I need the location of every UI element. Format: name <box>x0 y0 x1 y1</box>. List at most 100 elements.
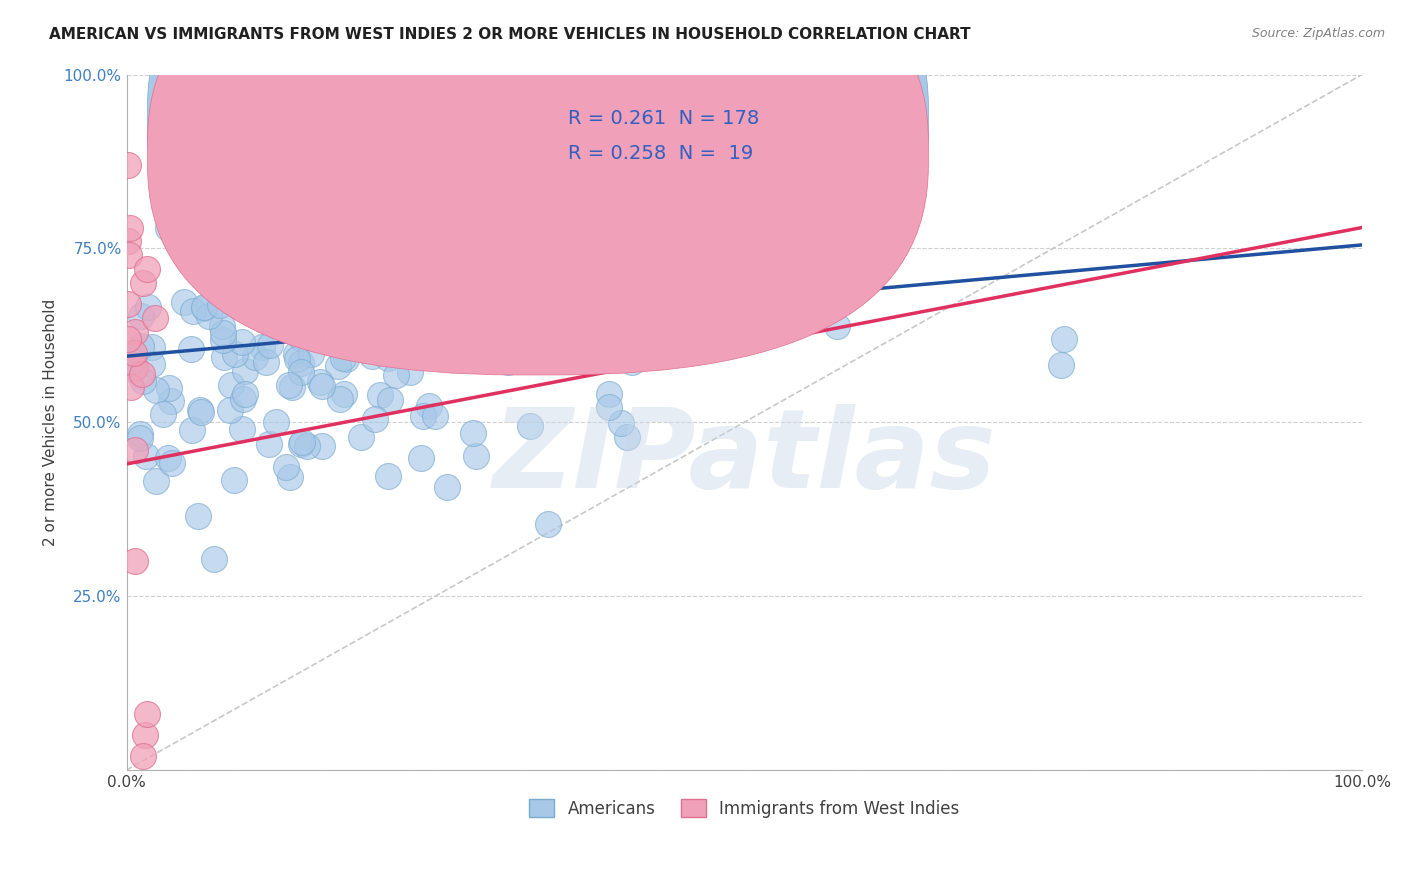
Point <box>463 425 485 440</box>
Point <box>467 174 489 188</box>
Point <box>131 374 153 388</box>
Point <box>441 290 464 304</box>
Point <box>309 375 332 389</box>
Point <box>276 459 298 474</box>
Point <box>231 334 253 349</box>
Point <box>281 380 304 394</box>
Point <box>124 359 146 374</box>
Point <box>205 257 228 271</box>
Point <box>347 318 370 333</box>
Point <box>299 347 322 361</box>
Point <box>513 113 536 128</box>
Point <box>135 262 157 277</box>
Point <box>291 208 314 222</box>
Point <box>124 325 146 339</box>
Point <box>124 554 146 568</box>
Point <box>232 392 254 406</box>
Point <box>585 221 607 235</box>
Point <box>259 338 281 352</box>
Point <box>359 294 381 309</box>
Point <box>219 378 242 392</box>
Point <box>141 340 163 354</box>
Point <box>233 364 256 378</box>
Point <box>117 158 139 172</box>
Point <box>193 300 215 314</box>
Point <box>132 276 155 290</box>
Point <box>117 235 139 249</box>
Point <box>427 257 450 271</box>
Point <box>224 347 246 361</box>
Point <box>426 349 449 363</box>
Point <box>211 333 233 347</box>
Point <box>290 365 312 379</box>
Point <box>377 469 399 483</box>
Point <box>145 474 167 488</box>
Point <box>531 304 554 318</box>
Point <box>256 355 278 369</box>
Point <box>278 469 301 483</box>
Point <box>569 102 592 116</box>
Text: Source: ZipAtlas.com: Source: ZipAtlas.com <box>1251 27 1385 40</box>
Point <box>326 323 349 337</box>
Point <box>266 318 288 333</box>
Point <box>350 429 373 443</box>
Point <box>839 240 862 254</box>
Point <box>581 251 603 265</box>
Point <box>457 286 479 301</box>
Point <box>827 319 849 334</box>
Point <box>290 331 312 345</box>
Point <box>278 378 301 392</box>
Point <box>531 304 554 318</box>
Point <box>250 340 273 354</box>
Point <box>647 232 669 246</box>
Point <box>474 179 496 194</box>
Point <box>858 192 880 206</box>
Point <box>827 199 849 213</box>
Point <box>157 381 180 395</box>
Point <box>356 327 378 342</box>
Point <box>329 392 352 407</box>
Point <box>202 551 225 566</box>
Point <box>311 439 333 453</box>
Point <box>330 334 353 349</box>
Point <box>557 354 579 368</box>
Legend: Americans, Immigrants from West Indies: Americans, Immigrants from West Indies <box>523 793 966 824</box>
Point <box>522 275 544 289</box>
Point <box>614 318 637 332</box>
Text: AMERICAN VS IMMIGRANTS FROM WEST INDIES 2 OR MORE VEHICLES IN HOUSEHOLD CORRELAT: AMERICAN VS IMMIGRANTS FROM WEST INDIES … <box>49 27 970 42</box>
Point <box>707 325 730 339</box>
Point <box>193 301 215 315</box>
Point <box>481 341 503 355</box>
Point <box>228 204 250 219</box>
Point <box>118 248 141 262</box>
Point <box>138 300 160 314</box>
Point <box>616 430 638 444</box>
Point <box>496 354 519 368</box>
Point <box>394 309 416 323</box>
Point <box>522 294 544 309</box>
Point <box>356 334 378 348</box>
Point <box>396 276 419 290</box>
Point <box>413 239 436 253</box>
Point <box>129 309 152 323</box>
Point <box>136 707 159 722</box>
Point <box>409 450 432 465</box>
Point <box>134 728 156 742</box>
Point <box>519 419 541 434</box>
Point <box>425 296 447 310</box>
Point <box>120 380 142 394</box>
Point <box>243 350 266 364</box>
Point <box>1049 358 1071 372</box>
Point <box>333 387 356 401</box>
Point <box>295 439 318 453</box>
Point <box>416 282 439 296</box>
Point <box>180 423 202 437</box>
Point <box>118 220 141 235</box>
Point <box>461 301 484 316</box>
Point <box>285 347 308 361</box>
Point <box>129 431 152 445</box>
Point <box>165 233 187 247</box>
Point <box>444 272 467 286</box>
Point <box>524 211 547 226</box>
Point <box>412 409 434 423</box>
